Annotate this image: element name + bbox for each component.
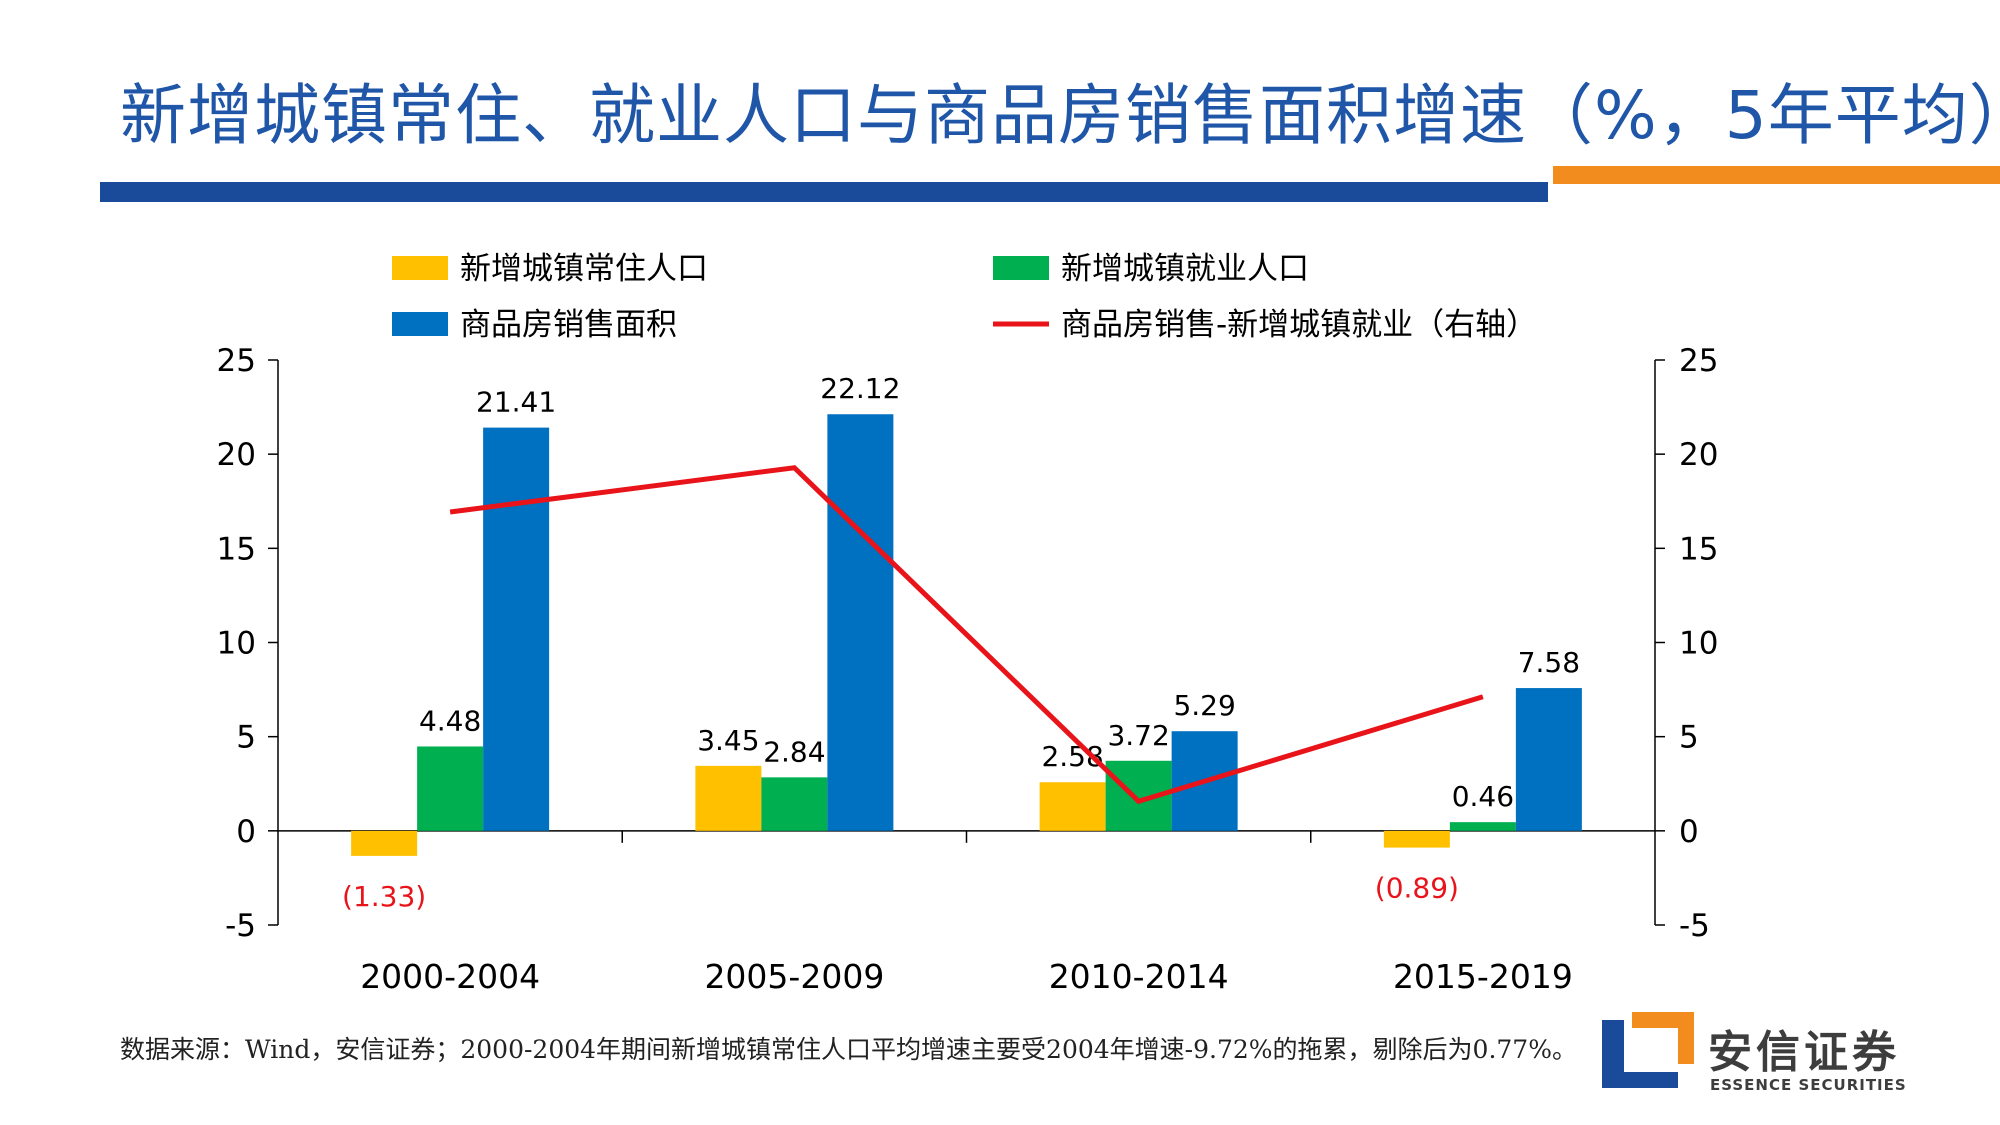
- legend-swatch: [392, 256, 448, 280]
- bar-data-label: 22.12: [820, 372, 900, 405]
- legend-label: 新增城镇常住人口: [460, 251, 708, 287]
- x-category-label: 2015-2019: [1393, 957, 1573, 996]
- y-left-tick-label: 15: [217, 531, 256, 567]
- logo: 安信证券 ESSENCE SECURITIES: [1598, 1012, 1938, 1102]
- bar-sales-area: [827, 414, 894, 831]
- source-note: 数据来源：Wind，安信证券；2000-2004年期间新增城镇常住人口平均增速主…: [120, 1035, 1577, 1064]
- logo-text-cn: 安信证券: [1708, 1027, 1900, 1078]
- y-right-tick-label: 25: [1679, 343, 1718, 379]
- bar-data-label: (0.89): [1375, 872, 1459, 905]
- bar-data-label: 4.48: [419, 704, 481, 737]
- x-category-label: 2000-2004: [360, 957, 540, 996]
- title-underline-orange: [1553, 166, 2000, 184]
- y-right-tick-label: 20: [1679, 437, 1718, 473]
- legend-swatch: [392, 312, 448, 336]
- logo-mark-icon: [1602, 1012, 1694, 1088]
- x-category-label: 2010-2014: [1049, 957, 1229, 996]
- y-left-tick-label: 25: [217, 343, 256, 379]
- bar-data-label: 0.46: [1452, 780, 1514, 813]
- y-right-tick-label: 5: [1679, 720, 1699, 756]
- bar-data-label: 21.41: [476, 386, 556, 419]
- bar-resident: [1383, 830, 1450, 848]
- bar-data-label: 5.29: [1173, 689, 1235, 722]
- page-title: 新增城镇常住、就业人口与商品房销售面积增速（%，5年平均）: [120, 77, 2000, 154]
- bar-data-label: 3.45: [697, 724, 759, 757]
- bar-data-label: 7.58: [1518, 646, 1580, 679]
- title-underline-blue: [100, 182, 1548, 202]
- y-right-tick-label: 10: [1679, 626, 1718, 662]
- x-category-label: 2005-2009: [704, 957, 884, 996]
- bar-data-label: 2.84: [763, 735, 825, 768]
- line-sales-minus-employment: [449, 465, 1484, 805]
- chart: 25 20 15 10 5 0 -5 25 20 15 10 5 0 -5 2000-2004 2005-20…: [217, 251, 1719, 996]
- y-left-tick-label: 20: [217, 437, 256, 473]
- y-left-tick-label: 5: [236, 720, 256, 756]
- bar-resident: [351, 830, 418, 856]
- bar-data-label: (1.33): [342, 880, 426, 913]
- bar-resident: [1039, 782, 1106, 831]
- y-right-tick-label: -5: [1679, 908, 1710, 944]
- bar-resident: [695, 765, 762, 831]
- bar-sales-area: [483, 427, 550, 831]
- legend-label: 商品房销售-新增城镇就业（右轴）: [1061, 307, 1537, 343]
- y-right-tick-label: 0: [1679, 814, 1699, 850]
- bar-employment: [417, 746, 484, 831]
- bar-sales-area: [1515, 688, 1582, 831]
- bar-data-label: 3.72: [1107, 719, 1169, 752]
- legend-label: 商品房销售面积: [460, 307, 677, 343]
- logo-text-en: ESSENCE SECURITIES: [1710, 1076, 1907, 1094]
- y-left-tick-label: -5: [225, 908, 256, 944]
- y-left-tick-label: 10: [217, 626, 256, 662]
- bar-employment: [1449, 822, 1516, 831]
- bar-employment: [761, 777, 828, 831]
- y-left-tick-label: 0: [236, 814, 256, 850]
- y-right-tick-label: 15: [1679, 531, 1718, 567]
- legend-label: 新增城镇就业人口: [1061, 251, 1309, 287]
- legend-swatch: [993, 256, 1049, 280]
